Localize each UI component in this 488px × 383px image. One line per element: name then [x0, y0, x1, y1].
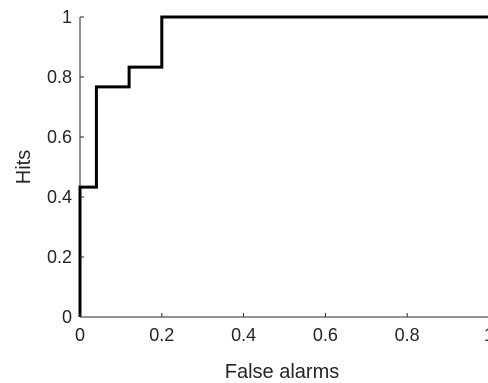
x-axis-label: False alarms — [225, 361, 339, 383]
x-tick-label: 1 — [484, 325, 488, 345]
x-tick-label: 0 — [75, 325, 85, 345]
x-tick-label: 0.4 — [231, 325, 256, 345]
ticks-layer: 0 0.2 0.4 0.6 0.8 1 0 0.2 0.4 0.6 0.8 1 — [47, 7, 488, 345]
x-tick-label: 0.2 — [149, 325, 174, 345]
y-axis-label: Hits — [13, 150, 35, 184]
y-tick-label: 0.2 — [47, 247, 72, 267]
series-layer — [78, 15, 488, 317]
axes — [79, 17, 488, 318]
x-tick-label: 0.8 — [395, 325, 420, 345]
y-tick-label: 0.4 — [47, 187, 72, 207]
y-tick-label: 0 — [62, 307, 72, 327]
x-tick-label: 0.6 — [313, 325, 338, 345]
y-tick-label: 0.8 — [47, 67, 72, 87]
y-tick-label: 0.6 — [47, 127, 72, 147]
roc-step-line — [78, 15, 488, 317]
y-tick-label: 1 — [62, 7, 72, 27]
